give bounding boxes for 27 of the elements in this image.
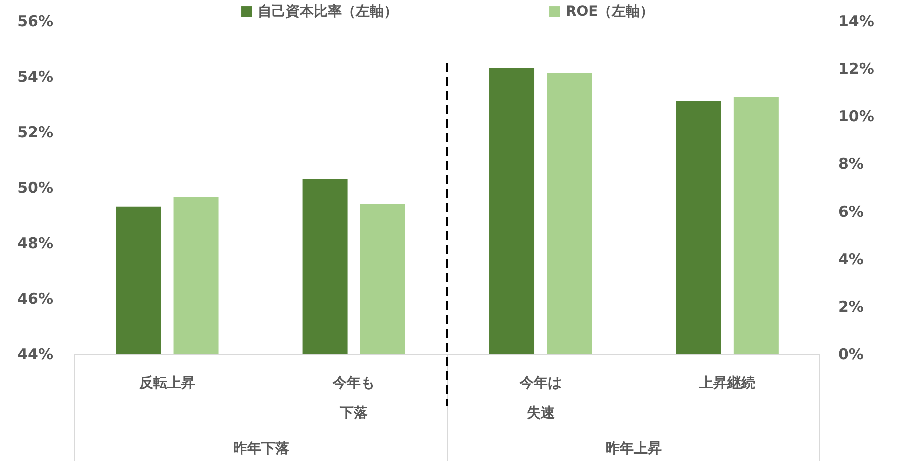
y2-tick-label: 2% [838,298,864,316]
bar [547,73,592,354]
x-tick-label: 反転上昇 [138,374,196,392]
y-tick-label: 46% [18,290,54,308]
y-tick-label: 54% [18,68,54,86]
legend-label: 自己資本比率（左軸） [258,3,398,20]
bar [734,97,779,354]
bar [174,197,219,354]
y2-tick-label: 10% [838,108,874,126]
bar [360,204,406,354]
x-tick-label: 今年は失速 [518,376,562,422]
y2-tick-label: 14% [838,12,874,30]
x-tick-label: 今年も下落 [332,376,376,422]
y-tick-label: 52% [18,124,54,142]
y-tick-label: 56% [18,12,54,30]
y2-tick-label: 8% [838,155,864,174]
x-tick-label: 上昇継続 [698,376,756,392]
y-tick-label: 44% [18,346,54,364]
y2-tick-label: 12% [838,60,874,78]
y-tick-label: 50% [18,179,54,197]
y-tick-label: 48% [18,234,54,252]
legend-label: ROE（左軸） [566,4,654,20]
y2-tick-label: 4% [838,250,864,268]
y2-tick-label: 6% [838,202,864,221]
text: 昨年上昇 [606,441,662,457]
text: 昨年下落 [233,441,290,457]
y2-tick-label: 0% [838,346,864,364]
